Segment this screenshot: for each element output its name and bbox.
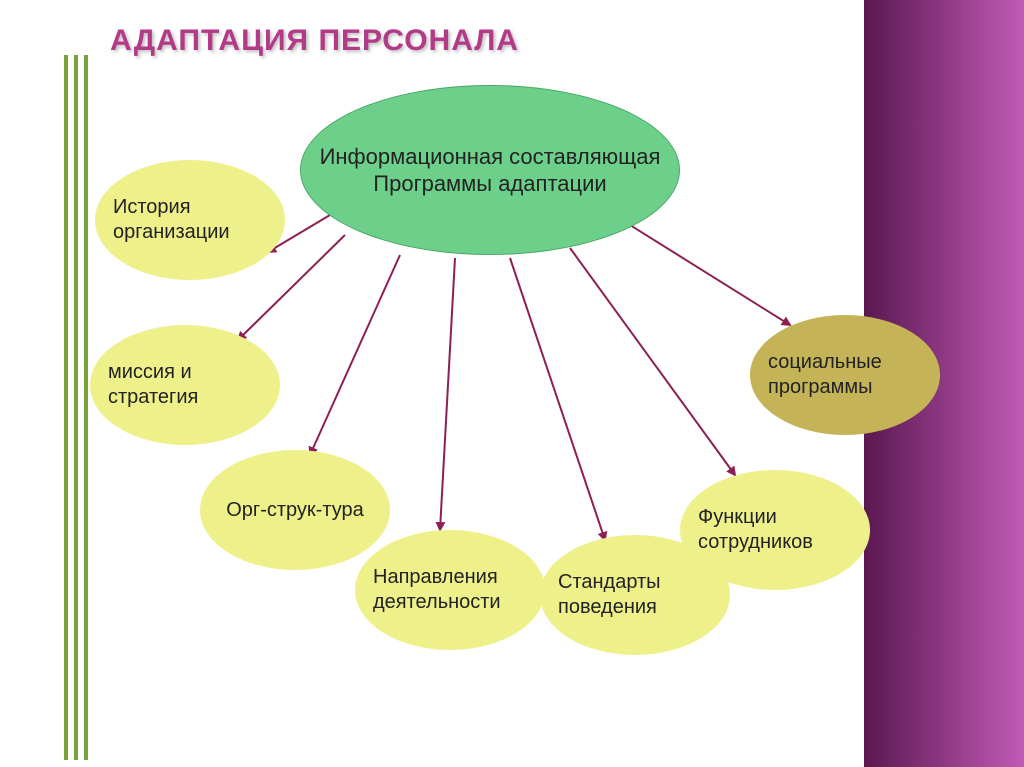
child-node-mission: миссия и стратегия bbox=[90, 325, 280, 445]
child-node-functions: Функции сотрудников bbox=[680, 470, 870, 590]
node-label: История организации bbox=[113, 195, 267, 245]
child-node-history: История организации bbox=[95, 160, 285, 280]
node-label: Функции сотрудников bbox=[698, 505, 852, 555]
arrow-to-social bbox=[630, 225, 790, 325]
arrow-to-standards bbox=[510, 258, 605, 540]
child-node-orgstruct: Орг-струк-тура bbox=[200, 450, 390, 570]
node-label: Направления деятельности bbox=[373, 565, 527, 615]
arrow-to-orgstruct bbox=[310, 255, 400, 455]
node-label: Орг-струк-тура bbox=[226, 498, 364, 523]
arrow-to-activities bbox=[440, 258, 455, 530]
decor-bar bbox=[64, 55, 68, 760]
node-label: Информационная составляющая Программы ад… bbox=[319, 143, 661, 198]
child-node-social: социальные программы bbox=[750, 315, 940, 435]
decor-bar bbox=[84, 55, 88, 760]
center-node: Информационная составляющая Программы ад… bbox=[300, 85, 680, 255]
slide-canvas: АДАПТАЦИЯ ПЕРСОНАЛА Информационная соста… bbox=[0, 0, 1024, 767]
child-node-activities: Направления деятельности bbox=[355, 530, 545, 650]
node-label: Стандарты поведения bbox=[558, 570, 712, 620]
decor-bar bbox=[74, 55, 78, 760]
arrow-to-functions bbox=[570, 248, 735, 475]
slide-title: АДАПТАЦИЯ ПЕРСОНАЛА bbox=[110, 24, 519, 58]
node-label: миссия и стратегия bbox=[108, 360, 262, 410]
node-label: социальные программы bbox=[768, 350, 922, 400]
